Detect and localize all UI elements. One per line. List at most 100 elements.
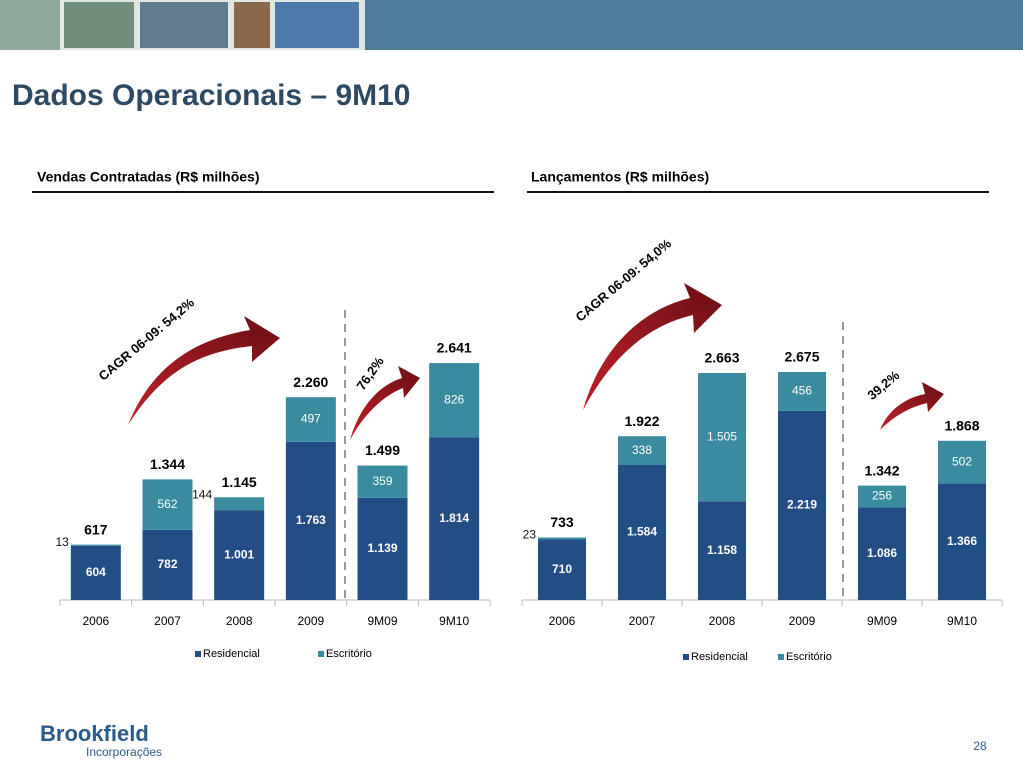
bar-segment bbox=[538, 537, 586, 540]
slide-title: Dados Operacionais – 9M10 bbox=[12, 79, 411, 112]
value-label: 1.139 bbox=[367, 541, 397, 555]
value-label: 338 bbox=[632, 443, 652, 457]
bar-segment bbox=[285, 441, 336, 600]
bar-segment bbox=[618, 464, 666, 600]
bar-segment bbox=[698, 373, 746, 502]
bar-segment bbox=[70, 545, 121, 600]
photo bbox=[275, 2, 359, 48]
value-label: 604 bbox=[86, 565, 106, 579]
bar-segment bbox=[142, 529, 193, 600]
value-label: 1.763 bbox=[296, 513, 326, 527]
bar-segment bbox=[357, 497, 408, 600]
total-label: 1.344 bbox=[150, 456, 185, 472]
legend-label: Residencial bbox=[691, 651, 748, 663]
legend-swatch bbox=[683, 654, 689, 660]
x-tick-label: 9M09 bbox=[367, 614, 397, 628]
total-label: 1.868 bbox=[944, 417, 979, 433]
page-number: 28 bbox=[973, 739, 987, 753]
bar-segment bbox=[538, 539, 586, 600]
logo-sub: Incorporações bbox=[86, 745, 162, 759]
bar-segment bbox=[698, 501, 746, 600]
total-label: 2.663 bbox=[704, 350, 739, 366]
value-label: 1.814 bbox=[439, 511, 469, 525]
bar-segment bbox=[429, 437, 480, 600]
x-tick-label: 2009 bbox=[297, 614, 324, 628]
total-label: 2.641 bbox=[437, 340, 472, 356]
legend-label: Escritório bbox=[326, 648, 372, 660]
bar-segment bbox=[70, 544, 121, 546]
total-label: 1.922 bbox=[624, 413, 659, 429]
value-label: 1.158 bbox=[707, 543, 737, 557]
arrow bbox=[350, 366, 420, 440]
x-tick-label: 2006 bbox=[82, 614, 109, 628]
x-tick-label: 9M10 bbox=[439, 614, 469, 628]
bar-segment bbox=[429, 363, 480, 438]
value-label: 144 bbox=[192, 487, 212, 501]
legend-swatch bbox=[778, 654, 784, 660]
legend-label: Escritório bbox=[786, 651, 832, 663]
arrow bbox=[583, 283, 722, 410]
value-label: 1.086 bbox=[867, 546, 897, 560]
x-tick-label: 2006 bbox=[549, 614, 576, 628]
logo: Brookfield bbox=[40, 721, 149, 746]
legend-label: Residencial bbox=[203, 648, 260, 660]
bar-segment bbox=[214, 497, 265, 511]
total-label: 2.675 bbox=[784, 349, 819, 365]
bar-segment bbox=[357, 465, 408, 498]
photo bbox=[140, 2, 228, 48]
x-tick-label: 2008 bbox=[709, 614, 736, 628]
bar-segment bbox=[778, 372, 826, 411]
total-label: 733 bbox=[550, 514, 574, 530]
value-label: 562 bbox=[157, 497, 177, 511]
header-band bbox=[365, 0, 1023, 50]
bar-segment bbox=[618, 436, 666, 465]
bar-segment bbox=[285, 397, 336, 442]
value-label: 710 bbox=[552, 562, 572, 576]
chart-title: Vendas Contratadas (R$ milhões) bbox=[37, 169, 260, 185]
photo bbox=[64, 2, 134, 48]
value-label: 13 bbox=[55, 535, 69, 549]
value-label: 2.219 bbox=[787, 498, 817, 512]
arrow bbox=[880, 382, 944, 430]
total-label: 1.499 bbox=[365, 442, 400, 458]
total-label: 1.342 bbox=[864, 462, 899, 478]
chart-title: Lançamentos (R$ milhões) bbox=[531, 169, 709, 185]
bar-segment bbox=[858, 507, 906, 600]
legend-swatch bbox=[195, 651, 201, 657]
value-label: 1.584 bbox=[627, 525, 657, 539]
value-label: 826 bbox=[444, 392, 464, 406]
photo bbox=[234, 2, 270, 48]
bar-segment bbox=[858, 485, 906, 508]
bar-segment bbox=[778, 410, 826, 600]
header-band bbox=[0, 0, 60, 50]
x-tick-label: 2009 bbox=[789, 614, 816, 628]
value-label: 256 bbox=[872, 489, 892, 503]
value-label: 1.505 bbox=[707, 429, 737, 443]
total-label: 1.145 bbox=[222, 474, 257, 490]
legend-swatch bbox=[318, 651, 324, 657]
annotation: 76,2% bbox=[353, 354, 387, 393]
annotation: 39,2% bbox=[864, 367, 902, 402]
bar-segment bbox=[214, 510, 265, 600]
value-label: 497 bbox=[301, 412, 321, 426]
x-tick-label: 2007 bbox=[154, 614, 181, 628]
annotation: CAGR 06-09: 54,2% bbox=[96, 295, 198, 384]
bar-segment bbox=[938, 483, 986, 600]
total-label: 2.260 bbox=[293, 374, 328, 390]
value-label: 23 bbox=[523, 528, 537, 542]
arrow bbox=[128, 316, 280, 425]
x-tick-label: 2008 bbox=[226, 614, 253, 628]
value-label: 456 bbox=[792, 384, 812, 398]
value-label: 782 bbox=[157, 557, 177, 571]
value-label: 1.001 bbox=[224, 547, 254, 561]
bar-segment bbox=[142, 479, 193, 530]
total-label: 617 bbox=[84, 521, 108, 537]
value-label: 359 bbox=[372, 474, 392, 488]
value-label: 502 bbox=[952, 454, 972, 468]
x-tick-label: 2007 bbox=[629, 614, 656, 628]
bar-segment bbox=[938, 440, 986, 484]
x-tick-label: 9M10 bbox=[947, 614, 977, 628]
x-tick-label: 9M09 bbox=[867, 614, 897, 628]
value-label: 1.366 bbox=[947, 534, 977, 548]
